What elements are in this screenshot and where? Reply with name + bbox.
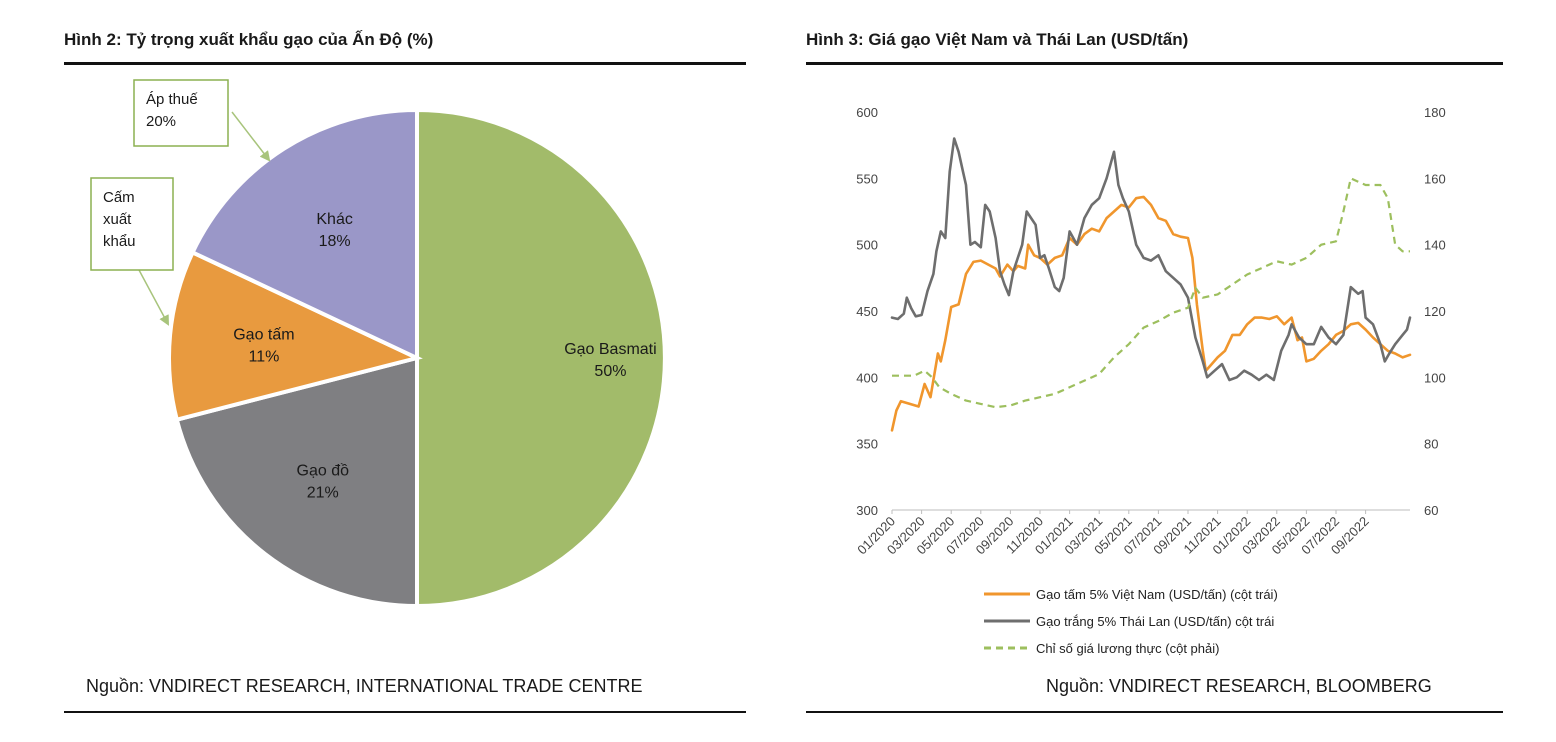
- y-right-tick-label: 100: [1424, 370, 1446, 385]
- pie-pct-gao-do: 21%: [307, 484, 339, 501]
- y-left-tick-label: 400: [856, 370, 878, 385]
- legend-label: Gạo trắng 5% Thái Lan (USD/tấn) cột trái: [1036, 614, 1274, 629]
- y-right-tick-label: 180: [1424, 105, 1446, 120]
- y-left-tick-label: 300: [856, 503, 878, 518]
- legend-label: Chỉ số giá lương thực (cột phải): [1036, 641, 1219, 656]
- y-left-tick-label: 600: [856, 105, 878, 120]
- left-source-rule: [64, 711, 746, 713]
- left-figure-title: Hình 2: Tỷ trọng xuất khẩu gạo của Ấn Độ…: [64, 30, 434, 49]
- series-line-gao-trang-5-thai-lan-usd-tan-cot-trai: [890, 137, 1412, 382]
- annotation-text: khẩu: [103, 233, 136, 250]
- series-line-chi-so-gia-luong-thuc-cot-phai: [892, 177, 1410, 409]
- pie-slice-gao-tam: [167, 249, 423, 423]
- pie-slice-gao-basmati: [415, 107, 667, 609]
- legend-label: Gạo tấm 5% Việt Nam (USD/tấn) (cột trái): [1036, 587, 1278, 602]
- y-left-tick-label: 500: [856, 238, 878, 253]
- annotation-text: xuất: [103, 211, 132, 228]
- y-right-tick-label: 60: [1424, 503, 1438, 518]
- y-right-tick-label: 120: [1424, 304, 1446, 319]
- y-left-tick-label: 550: [856, 171, 878, 186]
- pie-chart: Gạo Basmati 50% Gạo đồ 21% Gạo tấm 11% Khác 18%…: [90, 79, 667, 609]
- pie-label-gao-tam: Gạo tấm: [233, 327, 294, 344]
- pie-pct-gao-basmati: 50%: [594, 363, 626, 380]
- pie-label-gao-do: Gạo đồ: [297, 462, 350, 479]
- y-right-tick-label: 80: [1424, 437, 1438, 452]
- line-chart: 300 350 400 450 500 550 600 60 80 100 120 140 160 180…: [854, 105, 1446, 656]
- annotation-arrow-khac: [231, 111, 271, 162]
- pie-slice-gao-do: [174, 355, 419, 609]
- annotation-box-khac: [133, 79, 229, 147]
- pie-label-khac: Khác: [316, 211, 352, 228]
- y-left-tick-label: 350: [856, 437, 878, 452]
- annotation-box-gao-tam: [90, 177, 174, 271]
- annotation-text: Cấm: [103, 189, 135, 206]
- annotation-text: 20%: [146, 113, 176, 130]
- y-right-tick-label: 140: [1424, 238, 1446, 253]
- pie-slice-khac: [189, 107, 419, 362]
- right-figure-title: Hình 3: Giá gạo Việt Nam và Thái Lan (US…: [806, 30, 1189, 49]
- annotation-text: Áp thuế: [146, 91, 198, 108]
- left-title-rule: [64, 62, 746, 65]
- pie-pct-khac: 18%: [319, 233, 351, 250]
- pie-label-gao-basmati: Gạo Basmati: [564, 341, 656, 358]
- annotation-arrow-gao-tam: [138, 269, 169, 326]
- y-left-tick-label: 450: [856, 304, 878, 319]
- right-figure-source: Nguồn: VNDIRECT RESEARCH, BLOOMBERG: [1046, 676, 1432, 696]
- series-line-gao-tam-5-viet-nam-usd-tan-cot-trai: [890, 195, 1412, 432]
- right-title-rule: [806, 62, 1503, 65]
- right-source-rule: [806, 711, 1503, 713]
- left-figure-source: Nguồn: VNDIRECT RESEARCH, INTERNATIONAL …: [86, 676, 643, 696]
- y-right-tick-label: 160: [1424, 171, 1446, 186]
- pie-pct-gao-tam: 11%: [249, 349, 280, 366]
